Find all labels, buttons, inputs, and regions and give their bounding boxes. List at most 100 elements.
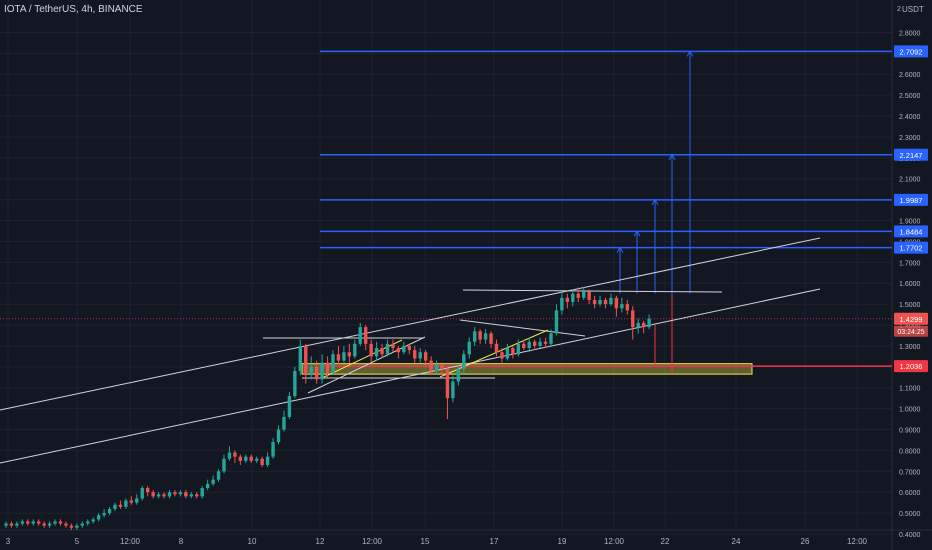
trendline	[462, 289, 723, 293]
candle-body	[309, 366, 313, 376]
candle-body	[413, 350, 417, 359]
trendline	[0, 237, 821, 411]
candle-body	[255, 458, 259, 461]
candle-body	[609, 297, 613, 305]
time-tick-label: 15	[421, 537, 430, 546]
candle-body	[407, 345, 411, 351]
support-price-badge	[894, 360, 928, 373]
candle-body	[456, 368, 461, 382]
candle-body	[260, 458, 264, 466]
trendline	[0, 288, 821, 464]
candle-body	[571, 293, 575, 303]
candle-body	[96, 515, 101, 520]
candle-body	[511, 348, 515, 355]
candle-body	[543, 341, 548, 344]
candle-body	[162, 494, 166, 497]
candle-body	[418, 352, 422, 359]
candle-body	[565, 297, 570, 303]
candle-body	[620, 304, 624, 309]
candle-body	[576, 293, 580, 298]
countdown-label: 03:24:25	[897, 329, 924, 336]
price-tick-label: 0.8000	[899, 448, 921, 455]
candle-body	[494, 343, 499, 353]
candle-body	[440, 364, 444, 369]
candle-body	[603, 299, 608, 305]
candle-body	[304, 345, 308, 376]
price-tick-label: 0.4000	[899, 532, 921, 539]
candle-body	[391, 343, 395, 349]
candle-body	[173, 492, 177, 495]
candle-body	[64, 523, 68, 526]
time-tick-label: 22	[661, 537, 670, 546]
time-tick-label: 8	[179, 537, 184, 546]
candle-body	[369, 343, 373, 357]
last-price-label: 1.4299	[900, 315, 923, 324]
candle-body	[483, 333, 488, 340]
candle-body	[75, 525, 79, 528]
candle-body	[184, 492, 188, 497]
candle-body	[249, 456, 253, 461]
candle-body	[336, 354, 341, 361]
candle-body	[353, 343, 357, 357]
target-price-badge	[894, 241, 928, 254]
candle-body	[636, 322, 640, 328]
candle-body	[293, 370, 297, 397]
currency-prefix: 2	[897, 6, 901, 13]
time-tick-label: 24	[732, 537, 741, 546]
candle-body	[625, 304, 629, 311]
price-tick-label: 2.3000	[899, 135, 921, 142]
candle-body	[516, 343, 520, 355]
candle-body	[102, 513, 106, 516]
candle-body	[195, 494, 199, 497]
candle-body	[402, 345, 406, 353]
price-tick-label: 1.1000	[899, 386, 921, 393]
target-price-label: 1.8484	[900, 227, 923, 236]
candle-body	[423, 352, 428, 361]
candle-body	[118, 504, 123, 507]
candle-body	[151, 492, 155, 497]
price-tick-label: 0.5000	[899, 511, 921, 518]
candle-body	[189, 494, 193, 497]
candle-body	[314, 366, 319, 380]
candle-body	[325, 362, 330, 374]
price-tick-label: 2.6000	[899, 72, 921, 79]
price-tick-label: 0.6000	[899, 490, 921, 497]
candle-body	[113, 504, 117, 509]
candle-body	[47, 523, 52, 526]
time-tick-label: 12:00	[362, 537, 383, 546]
target-price-badge	[894, 148, 928, 161]
candle-body	[429, 360, 433, 371]
candle-body	[527, 341, 531, 349]
candle-body	[135, 498, 139, 503]
price-tick-label: 0.9000	[899, 428, 921, 435]
projection-arrow-head	[686, 50, 694, 57]
price-tick-label: 1.5000	[899, 302, 921, 309]
candle-body	[31, 521, 35, 524]
candle-body	[582, 291, 586, 298]
candle-body	[560, 297, 564, 311]
candle-body	[222, 458, 226, 472]
time-tick-label: 12	[316, 537, 325, 546]
time-tick-label: 12:00	[604, 537, 625, 546]
price-tick-label: 1.9000	[899, 219, 921, 226]
candle-body	[396, 348, 401, 353]
candle-body	[451, 381, 455, 399]
symbol-title[interactable]: IOTA / TetherUS, 4h, BINANCE	[4, 4, 143, 15]
target-price-label: 2.2147	[900, 151, 923, 160]
candle-body	[53, 521, 57, 524]
candle-body	[364, 327, 368, 344]
candle-body	[282, 416, 286, 430]
currency-label[interactable]: USDT	[902, 5, 924, 14]
target-price-label: 2.7092	[900, 47, 923, 56]
candle-body	[58, 521, 63, 524]
candle-body	[473, 331, 477, 342]
candle-body	[205, 483, 210, 489]
candle-body	[532, 341, 537, 346]
price-tick-label: 2.1000	[899, 177, 921, 184]
projection-arrow-head	[616, 246, 624, 253]
candle-body	[156, 494, 161, 497]
candle-body	[20, 521, 25, 524]
candle-body	[478, 331, 482, 340]
